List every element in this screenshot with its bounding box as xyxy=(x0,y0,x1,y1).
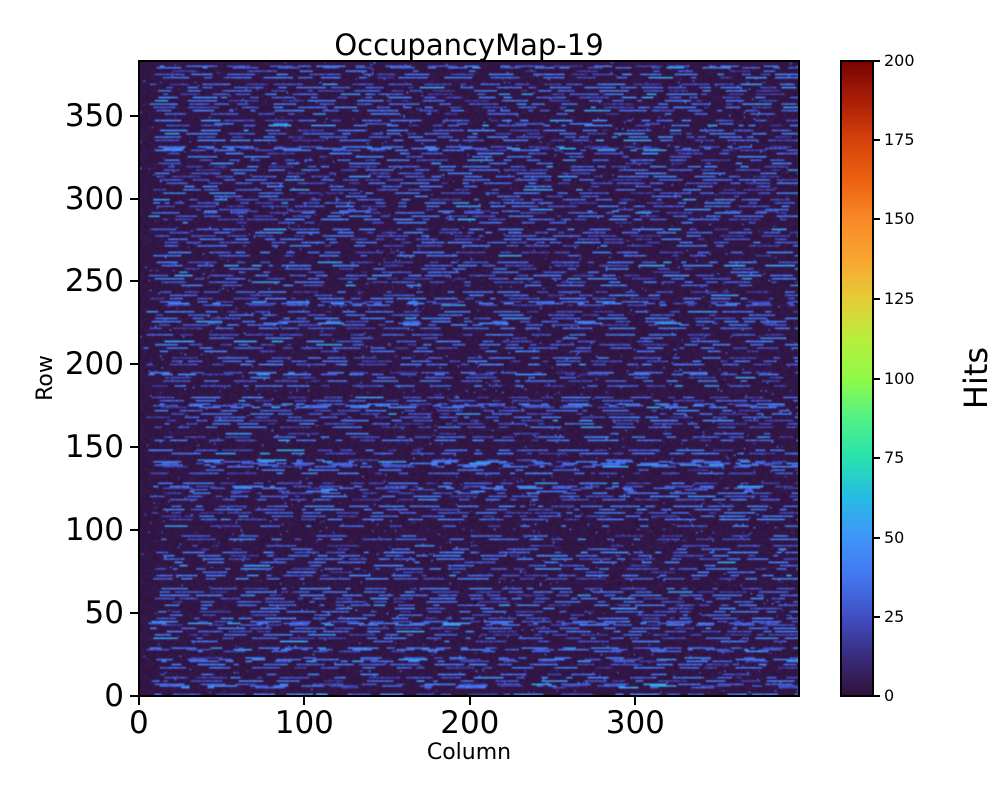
y-tick-mark-250 xyxy=(130,280,138,283)
y-tick-mark-200 xyxy=(130,363,138,366)
x-tick-mark-300 xyxy=(634,697,637,705)
x-tick-label-0: 0 xyxy=(128,705,149,741)
y-tick-mark-300 xyxy=(130,197,138,200)
y-tick-label-250: 250 xyxy=(64,263,124,300)
colorbar-tick-mark-125 xyxy=(874,297,880,300)
x-tick-label-200: 200 xyxy=(440,705,500,741)
x-tick-mark-0 xyxy=(137,697,140,705)
colorbar-tick-mark-0 xyxy=(874,695,880,697)
colorbar-tick-mark-50 xyxy=(874,536,880,539)
x-tick-label-300: 300 xyxy=(605,705,665,741)
y-tick-label-50: 50 xyxy=(84,595,124,632)
y-tick-mark-50 xyxy=(130,612,138,615)
y-tick-label-100: 100 xyxy=(64,512,124,549)
heatmap-canvas xyxy=(140,62,798,695)
colorbar-tick-mark-175 xyxy=(874,138,880,141)
colorbar-tick-mark-100 xyxy=(874,377,880,380)
colorbar-tick-mark-150 xyxy=(874,218,880,221)
colorbar-tick-label-0: 0 xyxy=(884,686,895,705)
x-tick-mark-200 xyxy=(468,697,471,705)
y-tick-label-0: 0 xyxy=(104,678,124,715)
colorbar xyxy=(840,60,874,697)
colorbar-tick-mark-75 xyxy=(874,457,880,460)
x-tick-mark-100 xyxy=(303,697,306,705)
colorbar-tick-label-200: 200 xyxy=(884,51,915,70)
y-tick-label-350: 350 xyxy=(64,97,124,134)
y-tick-label-150: 150 xyxy=(64,429,124,466)
colorbar-tick-label-100: 100 xyxy=(884,368,915,388)
heatmap-axes xyxy=(138,60,800,697)
colorbar-tick-label-75: 75 xyxy=(884,448,905,468)
colorbar-label: Hits xyxy=(957,346,995,410)
y-tick-mark-150 xyxy=(130,446,138,449)
colorbar-tick-label-50: 50 xyxy=(884,527,905,547)
colorbar-tick-mark-25 xyxy=(874,616,880,619)
colorbar-tick-mark-200 xyxy=(874,60,880,62)
y-tick-label-300: 300 xyxy=(64,180,124,217)
y-tick-mark-350 xyxy=(130,114,138,117)
colorbar-tick-label-175: 175 xyxy=(884,129,915,149)
y-tick-mark-0 xyxy=(130,695,138,698)
x-axis-label: Column xyxy=(426,740,512,765)
x-tick-label-100: 100 xyxy=(274,705,334,741)
colorbar-tick-label-150: 150 xyxy=(884,209,915,229)
colorbar-tick-label-125: 125 xyxy=(884,288,915,308)
colorbar-canvas xyxy=(842,62,872,695)
y-tick-label-200: 200 xyxy=(64,346,124,383)
y-tick-mark-100 xyxy=(130,529,138,532)
colorbar-tick-label-25: 25 xyxy=(884,607,905,627)
chart-title: OccupancyMap-19 xyxy=(334,28,604,62)
